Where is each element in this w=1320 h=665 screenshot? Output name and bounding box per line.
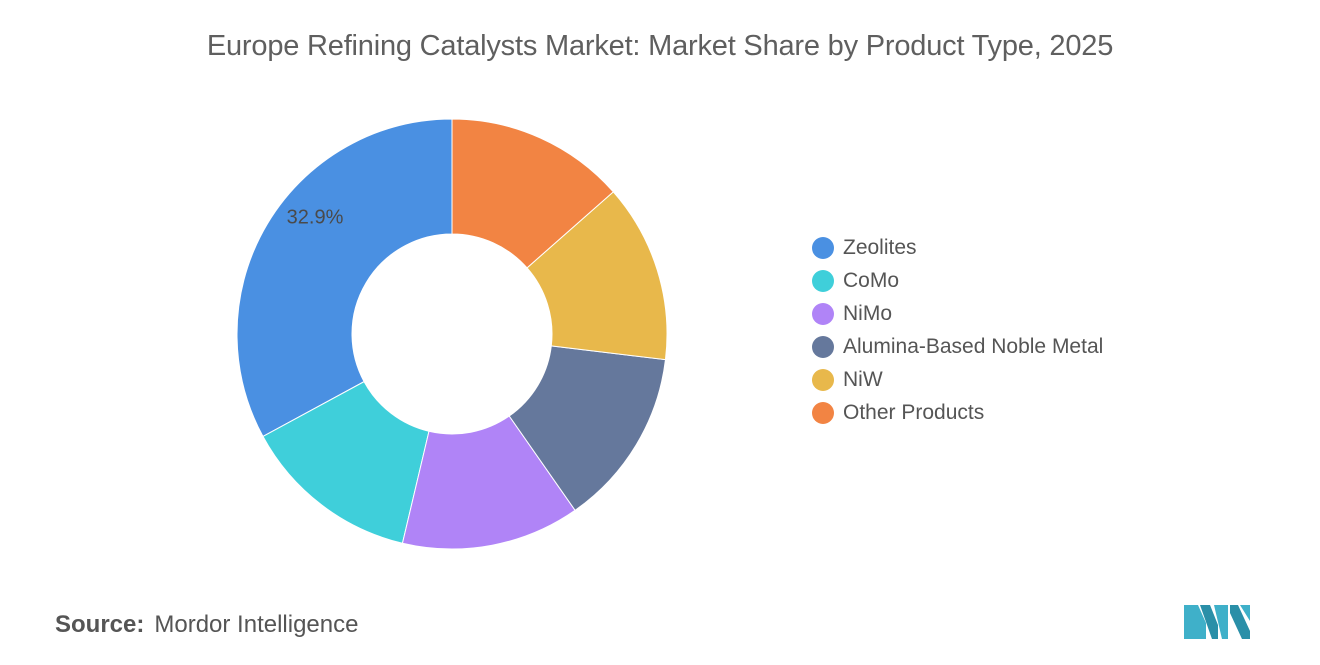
legend-item-zeolites: Zeolites: [812, 231, 1103, 264]
legend-label: NiW: [843, 367, 883, 391]
legend-swatch: [812, 335, 834, 358]
legend-swatch: [812, 368, 834, 391]
source-note: Source: Mordor Intelligence: [55, 611, 358, 639]
source-value: Mordor Intelligence: [154, 611, 359, 638]
legend-swatch: [812, 236, 834, 259]
legend-item-nimo: NiMo: [812, 297, 1103, 330]
legend-swatch: [812, 302, 834, 325]
legend-item-como: CoMo: [812, 264, 1103, 297]
data-labels: 32.9%: [287, 206, 344, 228]
mordor-intelligence-logo-icon: [1184, 601, 1250, 644]
legend-label: NiMo: [843, 301, 893, 325]
legend-item-other-products: Other Products: [812, 396, 1103, 429]
legend-item-niw: NiW: [812, 363, 1103, 396]
data-label-zeolites: 32.9%: [287, 206, 344, 228]
chart-title: Europe Refining Catalysts Market: Market…: [206, 30, 1114, 62]
legend-item-alumina-based-noble-metal: Alumina-Based Noble Metal: [812, 330, 1103, 363]
slice-other-products: [451, 118, 614, 269]
slice-zeolites: [236, 118, 453, 438]
legend-label: Zeolites: [843, 235, 917, 259]
legend-label: CoMo: [843, 268, 900, 292]
legend-swatch: [812, 401, 834, 424]
legend-swatch: [812, 269, 834, 292]
source-label: Source:: [55, 611, 145, 638]
legend-label: Other Products: [843, 400, 985, 424]
legend-label: Alumina-Based Noble Metal: [843, 334, 1104, 358]
chart-legend: Zeolites CoMo NiMo Alumina-Based Noble Meta…: [812, 231, 1103, 429]
donut-slices: [236, 118, 668, 550]
